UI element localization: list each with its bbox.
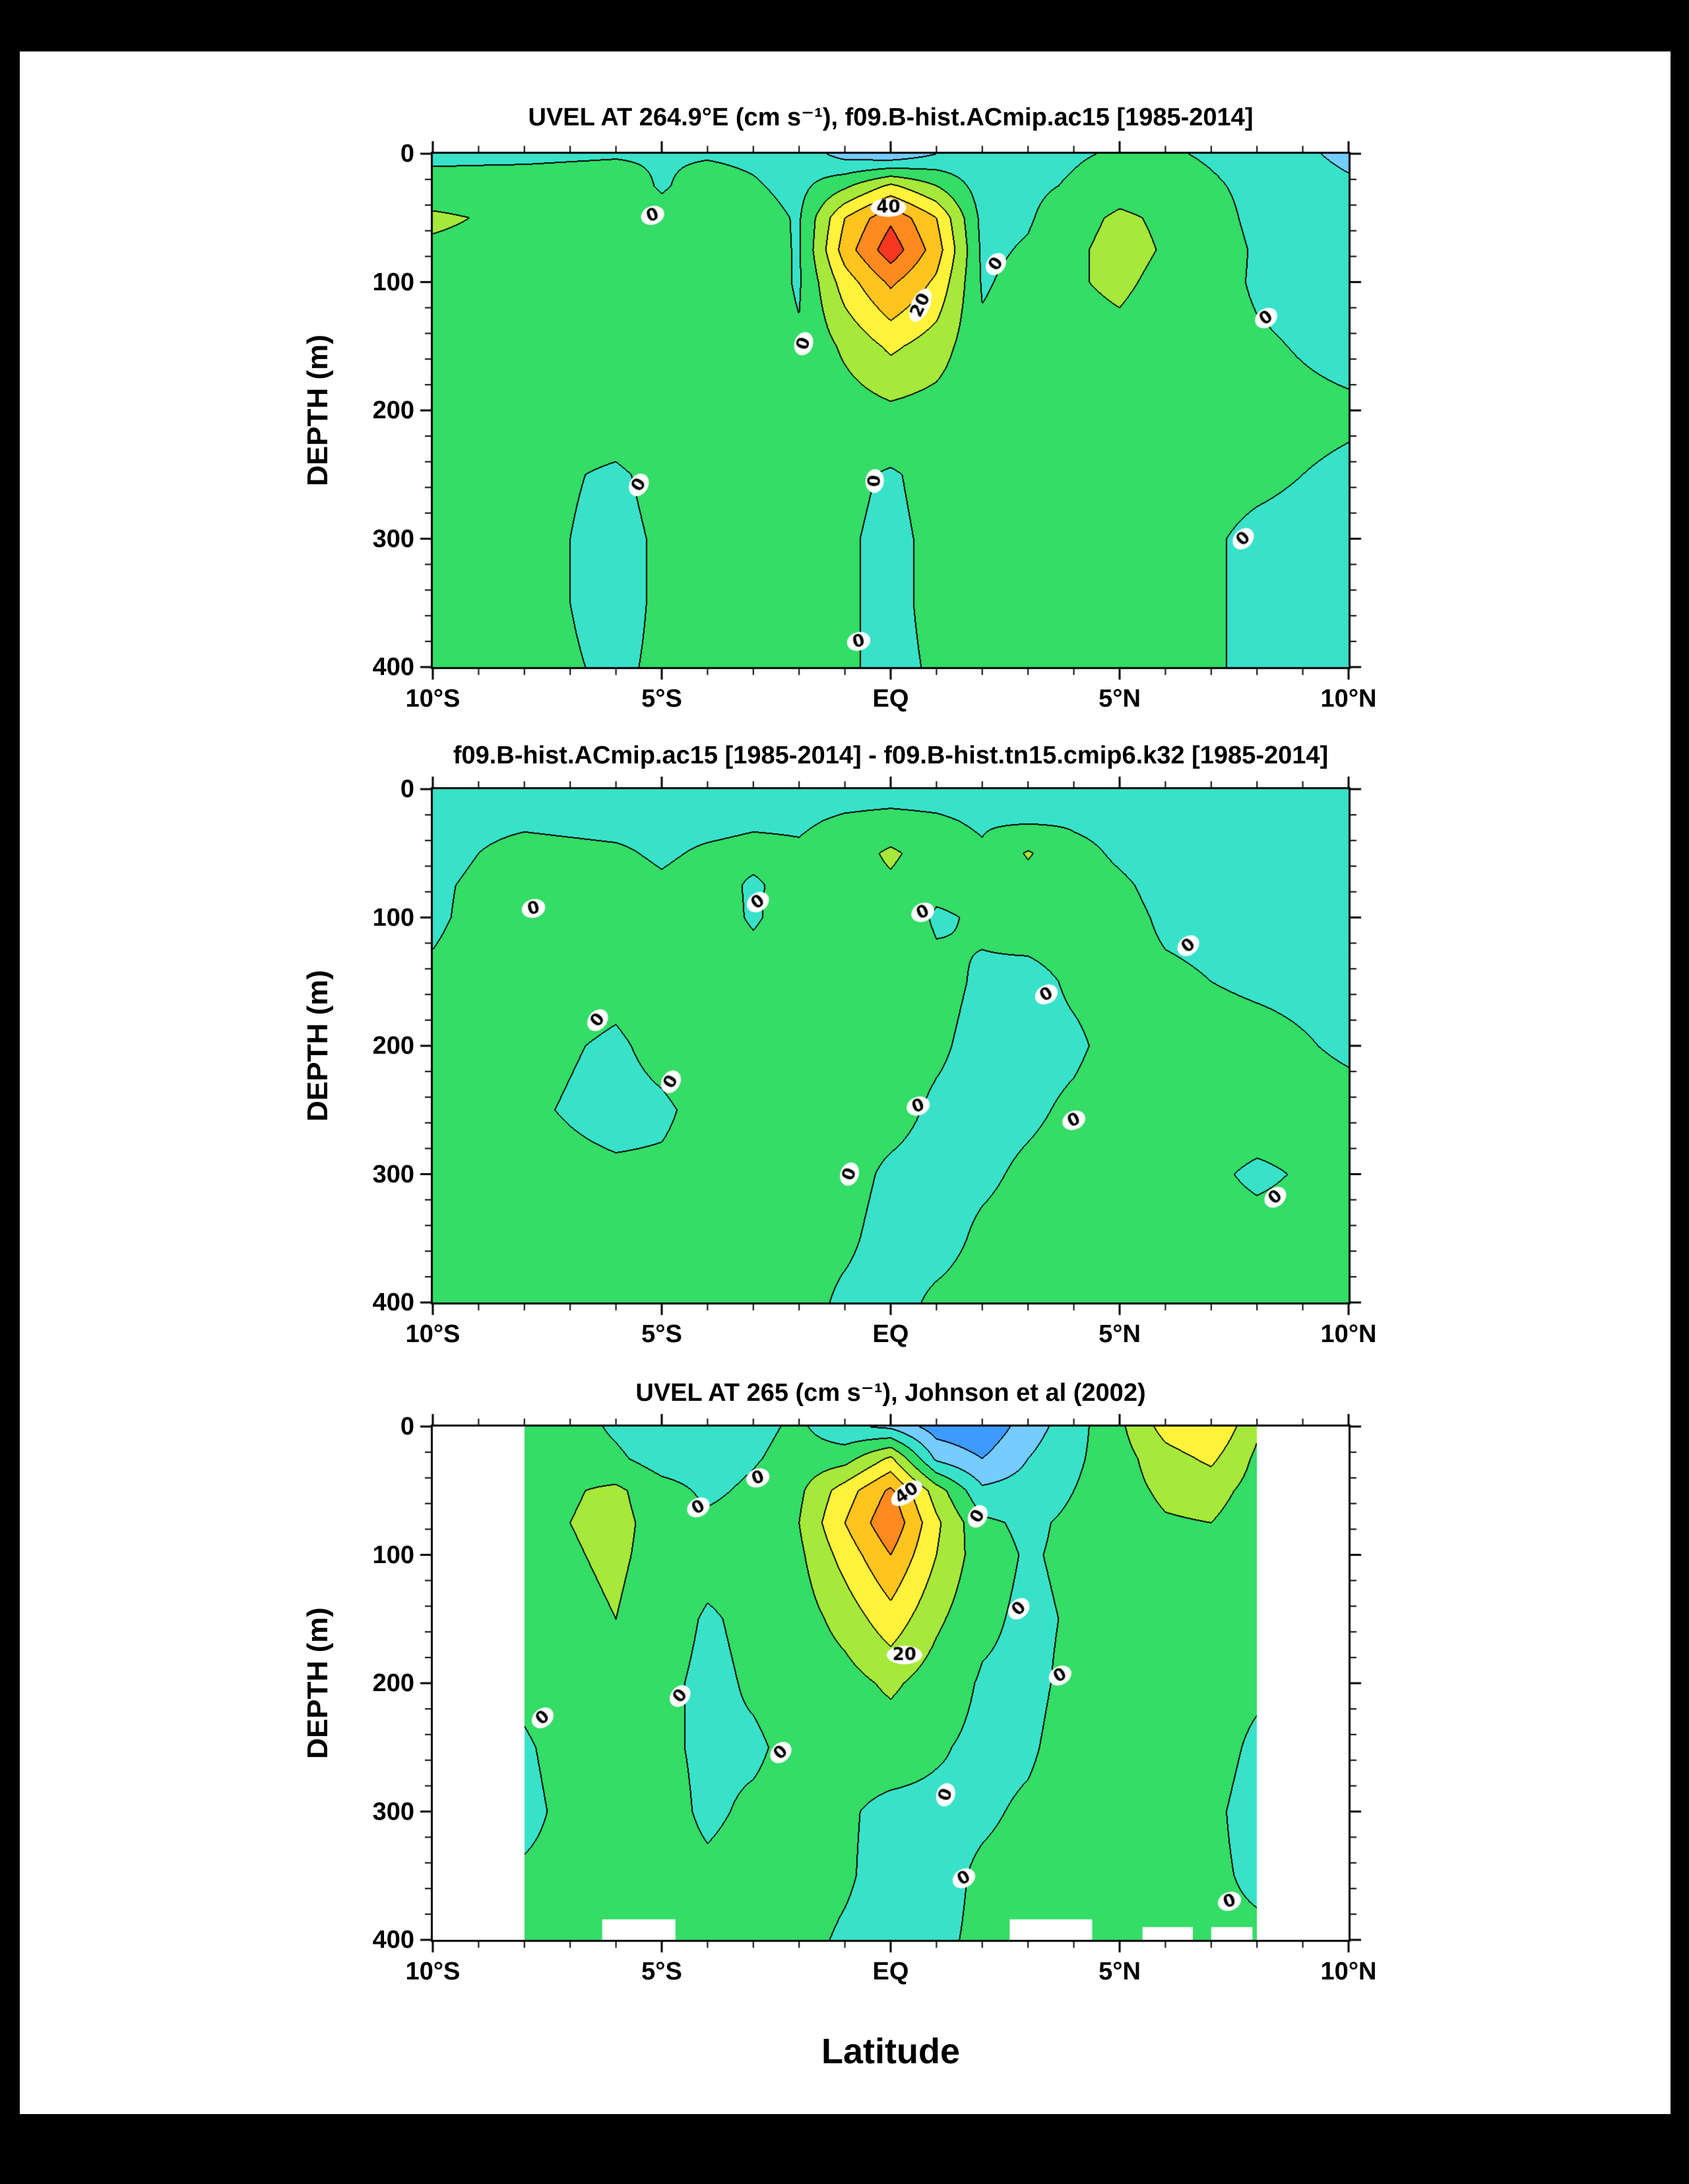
x-tick-label: 5°S xyxy=(641,1320,682,1348)
x-tick-label: 10°S xyxy=(405,1320,461,1348)
x-axis-title: Latitude xyxy=(821,2032,960,2071)
x-tick-label: 5°N xyxy=(1099,685,1141,713)
y-tick-label: 400 xyxy=(372,1926,414,1954)
x-tick-label: EQ xyxy=(872,1320,909,1348)
x-tick-label: 10°N xyxy=(1320,1320,1377,1348)
figure-paper: UVEL AT 264.9°E (cm s⁻¹), f09.B-hist.ACm… xyxy=(20,51,1671,2114)
x-tick-label: 5°N xyxy=(1099,1958,1141,1985)
panel1-y-axis-title: DEPTH (m) xyxy=(302,335,334,486)
x-tick-label: 10°S xyxy=(405,685,461,713)
panel2-contour-canvas xyxy=(403,759,1378,1332)
y-tick-label: 0 xyxy=(400,775,414,803)
y-tick-label: 100 xyxy=(372,903,414,932)
y-tick-label: 400 xyxy=(372,653,414,681)
y-tick-label: 100 xyxy=(372,268,414,296)
y-tick-label: 400 xyxy=(372,1289,414,1316)
y-tick-label: 0 xyxy=(400,140,414,168)
y-tick-label: 300 xyxy=(372,1797,414,1826)
x-tick-label: 5°N xyxy=(1099,1320,1141,1348)
y-tick-label: 200 xyxy=(372,1032,414,1060)
x-tick-label: 10°N xyxy=(1320,685,1377,713)
x-tick-label: 10°N xyxy=(1320,1958,1377,1985)
y-tick-label: 200 xyxy=(372,1669,414,1697)
y-tick-label: 0 xyxy=(400,1413,414,1440)
x-tick-label: EQ xyxy=(872,1958,909,1985)
panel3-plot-area: 10°S 5°S EQ 5°N 10°N 0 100 200 300 400 xyxy=(373,1397,1378,1985)
y-tick-label: 300 xyxy=(372,525,414,553)
y-tick-label: 200 xyxy=(372,397,414,424)
x-tick-label: 5°S xyxy=(641,685,682,713)
panel1-plot-area: 10°S 5°S EQ 5°N 10°N 0 100 200 300 400 xyxy=(373,124,1378,713)
panel3-y-axis-title: DEPTH (m) xyxy=(302,1607,334,1759)
panel2-y-axis-title: DEPTH (m) xyxy=(302,970,334,1122)
panel2-plot-area: 10°S 5°S EQ 5°N 10°N 0 100 200 300 400 xyxy=(373,759,1378,1348)
panel3-contour-canvas xyxy=(403,1397,1378,1970)
x-tick-label: EQ xyxy=(872,685,909,713)
y-tick-label: 300 xyxy=(372,1160,414,1188)
x-tick-label: 10°S xyxy=(405,1958,461,1985)
y-tick-label: 100 xyxy=(372,1541,414,1569)
panel1-contour-canvas xyxy=(403,124,1378,697)
x-tick-label: 5°S xyxy=(641,1958,682,1985)
